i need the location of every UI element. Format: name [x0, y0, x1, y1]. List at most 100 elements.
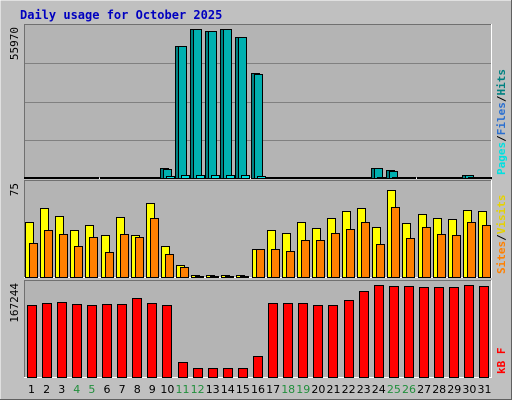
day-label-13: 13: [206, 383, 220, 396]
bar-kbytes-day-10: [162, 305, 172, 378]
bar-sites-day-12: [195, 276, 204, 278]
bar-kbytes-day-2: [42, 303, 52, 378]
day-label-6: 6: [104, 383, 111, 396]
bar-pages-day-2: [45, 177, 54, 179]
bar-files-day-12: [193, 29, 202, 179]
bar-sites-day-20: [316, 240, 325, 278]
day-label-17: 17: [266, 383, 280, 396]
bar-pages-day-28: [438, 177, 447, 179]
bar-sites-day-27: [422, 227, 431, 278]
day-label-18: 18: [281, 383, 295, 396]
bar-files-day-16: [254, 74, 263, 179]
legend-entry-1: Sites: [495, 241, 508, 274]
bar-pages-day-9: [151, 177, 160, 179]
legend-entry-3: Files: [495, 102, 508, 135]
day-label-9: 9: [149, 383, 156, 396]
bar-pages-day-14: [226, 175, 235, 179]
bar-sites-day-30: [467, 222, 476, 278]
scale-max-label: 55970: [8, 27, 21, 60]
bar-pages-day-6: [106, 177, 115, 179]
bar-kbytes-day-9: [147, 303, 157, 378]
bar-sites-day-25: [391, 207, 400, 278]
bar-pages-day-26: [407, 177, 416, 179]
bar-pages-day-15: [241, 175, 250, 179]
bar-kbytes-day-27: [419, 287, 429, 378]
day-label-1: 1: [28, 383, 35, 396]
panel-legend: kB F: [495, 348, 508, 375]
bar-sites-day-31: [482, 225, 491, 278]
legend-entry-1: kB F: [495, 348, 508, 375]
bar-kbytes-day-8: [132, 298, 142, 378]
bar-sites-day-24: [376, 244, 385, 278]
chart-title: Daily usage for October 2025: [20, 8, 222, 22]
bar-kbytes-day-6: [102, 304, 112, 378]
scale-max-label: 75: [8, 183, 21, 196]
bar-kbytes-day-1: [27, 305, 37, 378]
bar-sites-day-9: [150, 218, 159, 278]
bar-sites-day-1: [29, 243, 38, 278]
bar-pages-day-1: [30, 177, 39, 179]
bar-kbytes-day-21: [328, 305, 338, 378]
bar-sites-day-16: [256, 249, 265, 278]
bar-pages-day-16: [257, 176, 266, 179]
legend-entry-1: Pages: [495, 142, 508, 175]
bar-kbytes-day-7: [117, 304, 127, 378]
panel-legend: Pages/Files/Hits: [495, 69, 508, 175]
bar-kbytes-day-26: [404, 286, 414, 378]
day-label-29: 29: [447, 383, 461, 396]
bar-kbytes-day-13: [208, 368, 218, 378]
scale-max-label: 167244: [8, 283, 21, 323]
bar-pages-day-3: [60, 177, 69, 179]
day-label-19: 19: [296, 383, 310, 396]
bar-sites-day-28: [437, 234, 446, 278]
bar-kbytes-day-14: [223, 368, 233, 378]
bar-pages-day-30: [468, 177, 477, 179]
bar-pages-day-4: [75, 177, 84, 179]
bar-pages-day-29: [453, 177, 462, 179]
day-label-21: 21: [327, 383, 341, 396]
bar-pages-day-25: [392, 177, 401, 179]
day-label-8: 8: [134, 383, 141, 396]
day-label-5: 5: [88, 383, 95, 396]
bar-kbytes-day-23: [359, 291, 369, 378]
panel-legend: Sites/Visits: [495, 195, 508, 275]
day-label-30: 30: [462, 383, 476, 396]
bar-sites-day-26: [406, 238, 415, 278]
bar-pages-day-19: [302, 177, 311, 179]
day-label-2: 2: [43, 383, 50, 396]
bar-pages-day-17: [272, 177, 281, 179]
bar-kbytes-day-18: [283, 303, 293, 378]
bar-kbytes-day-20: [313, 305, 323, 378]
day-label-24: 24: [372, 383, 386, 396]
day-label-16: 16: [251, 383, 265, 396]
bar-sites-day-10: [165, 254, 174, 278]
day-label-3: 3: [58, 383, 65, 396]
bar-pages-day-11: [181, 175, 190, 179]
day-label-7: 7: [119, 383, 126, 396]
bar-sites-day-17: [271, 249, 280, 278]
bar-sites-day-6: [105, 252, 114, 278]
bar-sites-day-23: [361, 222, 370, 278]
bar-kbytes-day-3: [57, 302, 67, 378]
bar-kbytes-day-4: [72, 304, 82, 378]
day-label-4: 4: [73, 383, 80, 396]
chart-panel-1: 55970 Pages/Files/Hits: [8, 24, 508, 179]
day-label-15: 15: [236, 383, 250, 396]
chart-panel-2: 75 Sites/Visits: [8, 180, 508, 278]
bar-files-day-13: [208, 31, 217, 179]
bar-sites-day-14: [225, 276, 234, 278]
bar-sites-day-2: [44, 230, 53, 278]
bar-pages-day-21: [332, 177, 341, 179]
chart-panels: 55970 Pages/Files/Hits 75 Sites/Visits 16724…: [8, 24, 508, 378]
day-label-31: 31: [478, 383, 492, 396]
day-label-26: 26: [402, 383, 416, 396]
day-label-10: 10: [160, 383, 174, 396]
day-label-27: 27: [417, 383, 431, 396]
bar-sites-day-29: [452, 235, 461, 278]
bar-kbytes-day-30: [464, 285, 474, 378]
bar-kbytes-day-24: [374, 285, 384, 378]
bar-kbytes-day-19: [298, 303, 308, 378]
bar-kbytes-day-29: [449, 287, 459, 378]
bar-kbytes-day-11: [178, 362, 188, 378]
bar-pages-day-12: [196, 175, 205, 179]
